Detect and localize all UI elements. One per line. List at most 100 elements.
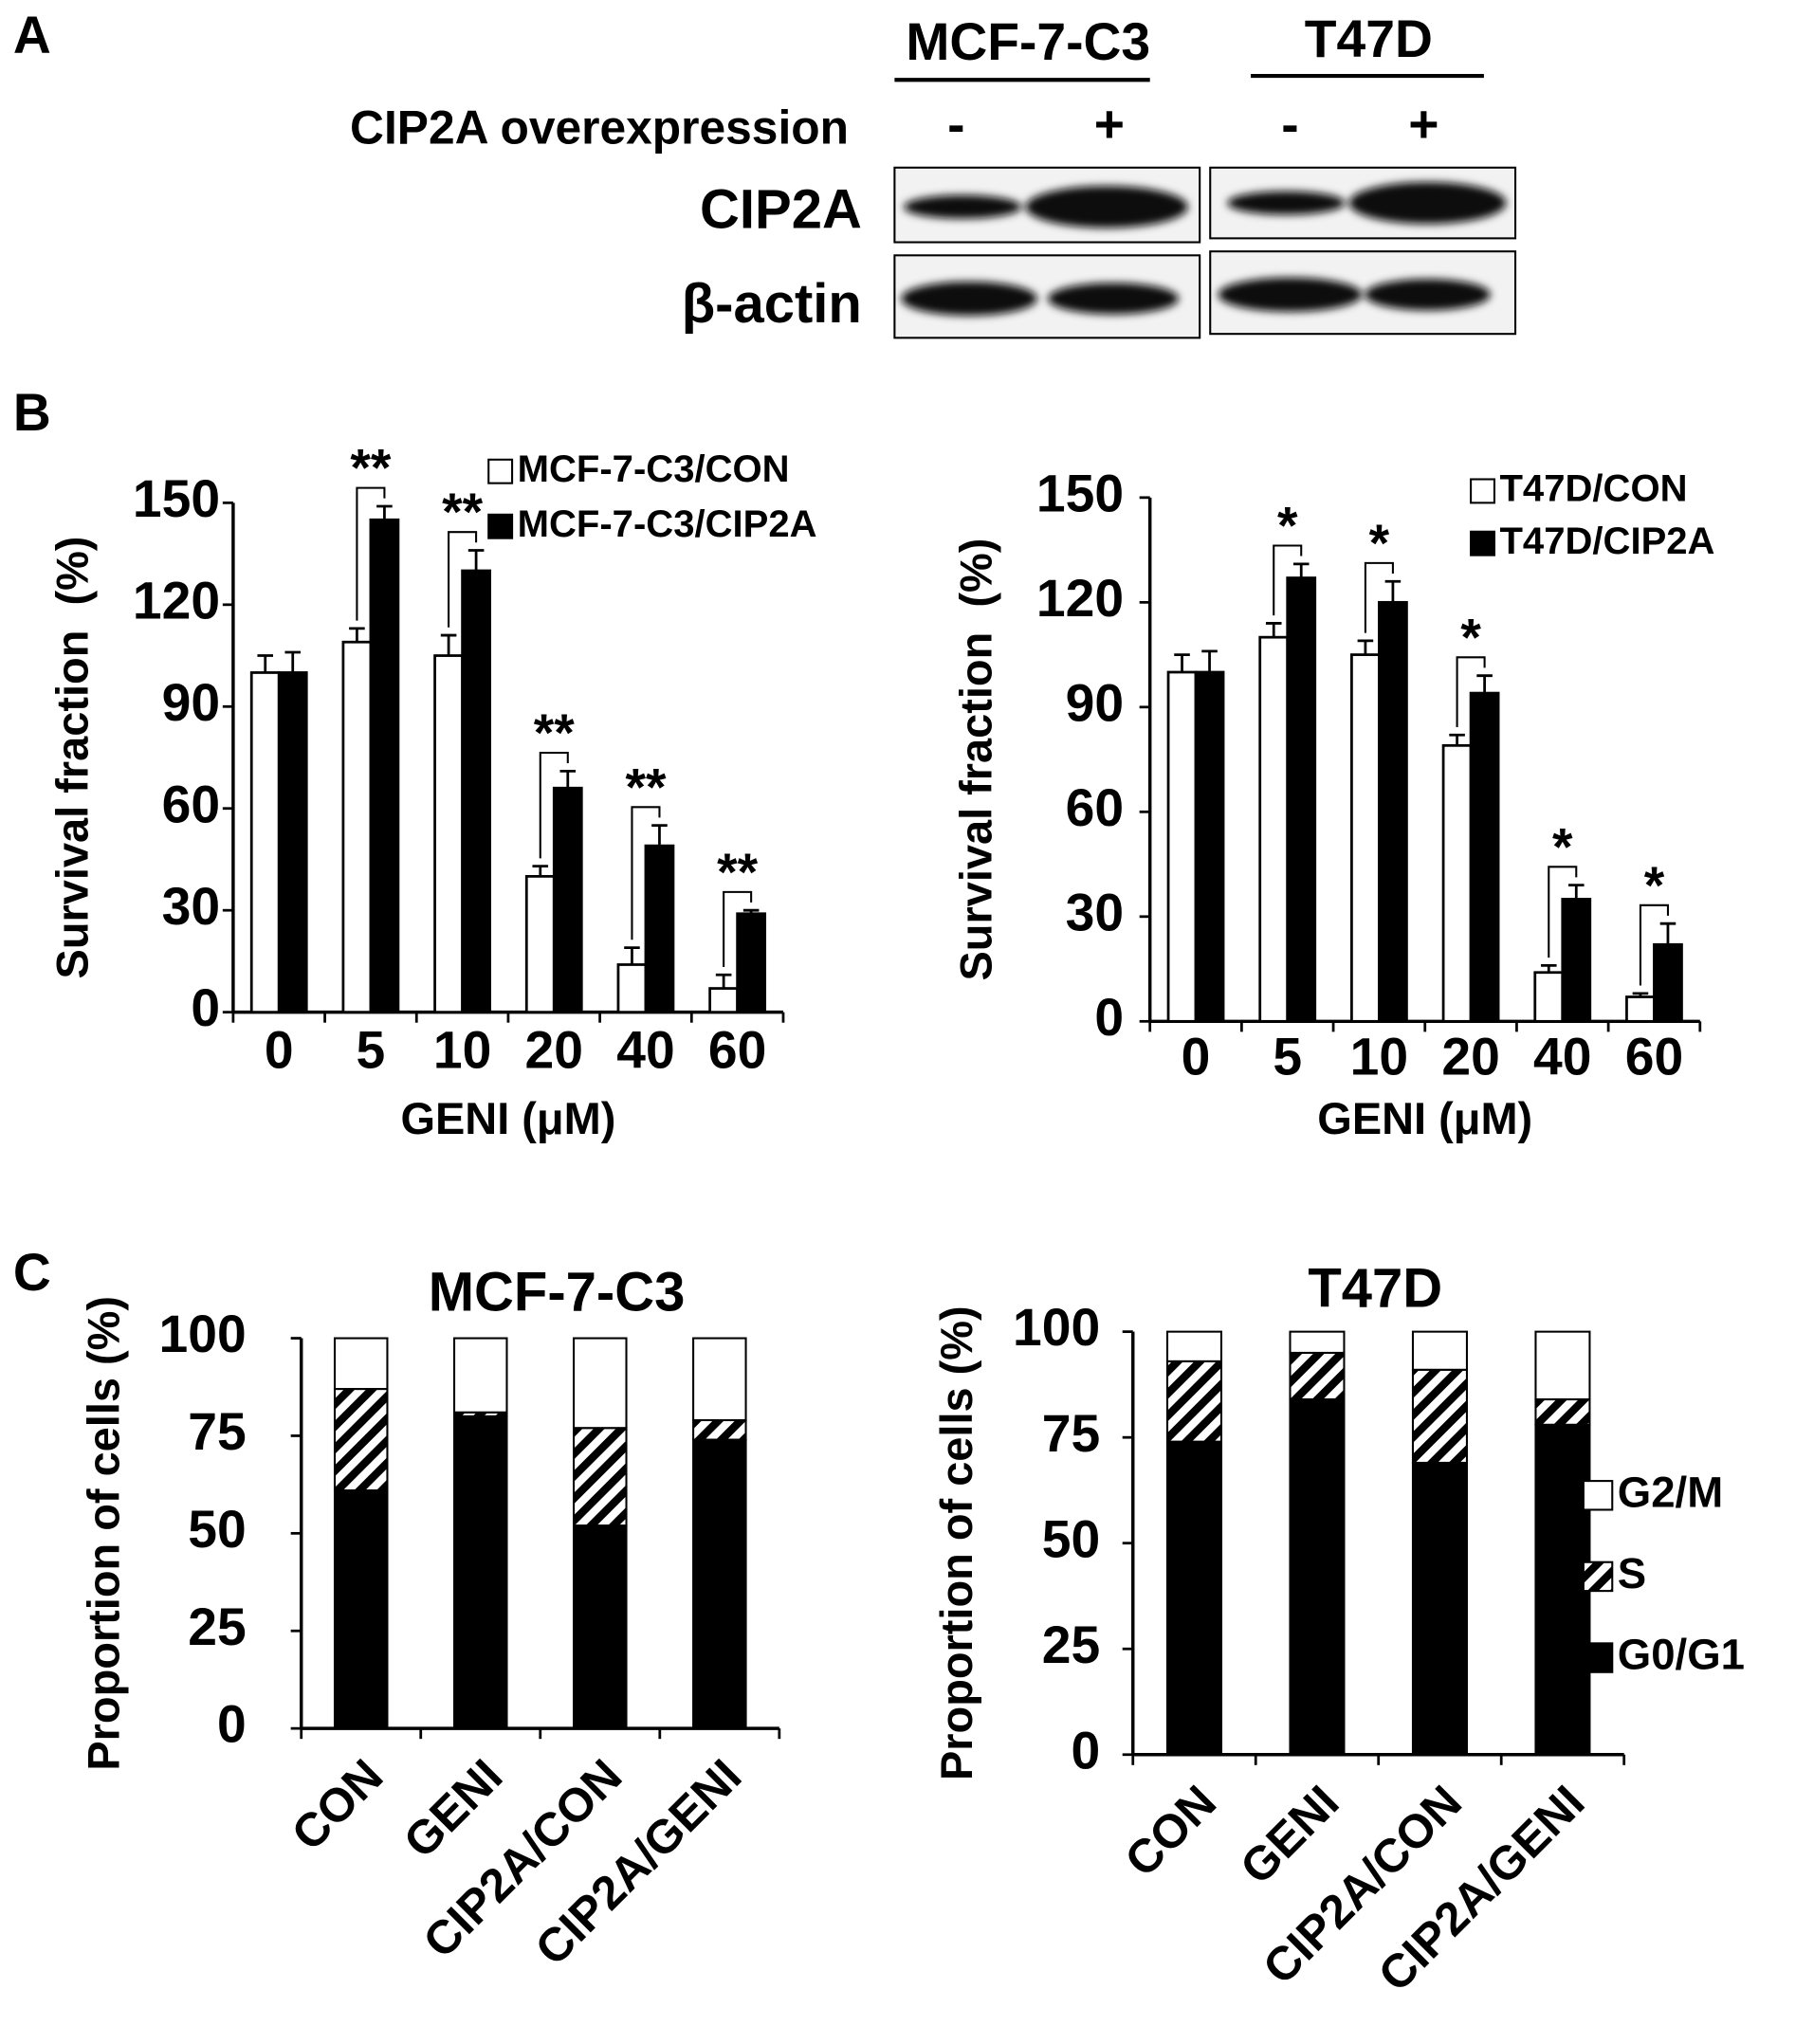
legend-label: G0/G1 — [1618, 1631, 1745, 1679]
bar — [1194, 670, 1225, 1023]
significance-bracket — [1273, 544, 1303, 616]
y-tick-label: 150 — [1036, 464, 1124, 522]
significance-label: ** — [350, 439, 391, 498]
y-tick-label: 90 — [162, 673, 220, 732]
legend-swatch — [487, 513, 514, 539]
panel-label: C — [13, 1243, 51, 1302]
panel-label: A — [13, 6, 51, 64]
bar — [1441, 743, 1473, 1023]
chart-title: T47D — [1308, 1258, 1442, 1320]
significance-label: * — [1369, 514, 1390, 573]
chart-title: MCF-7-C3 — [429, 1262, 686, 1323]
bar-segment — [1165, 1330, 1223, 1362]
significance-label: * — [1277, 497, 1298, 556]
significance-label: * — [1552, 817, 1573, 876]
cell-line-label: MCF-7-C3 — [906, 12, 1150, 71]
row-label: CIP2A overexpression — [350, 100, 849, 154]
protein-label: CIP2A — [700, 178, 862, 240]
x-tick-label: GENI — [1230, 1775, 1349, 1894]
bar — [341, 640, 373, 1014]
bar — [433, 654, 464, 1014]
bar-segment — [1289, 1330, 1346, 1354]
bar — [1533, 971, 1565, 1023]
x-tick-label: 20 — [525, 1020, 583, 1079]
significance-bracket — [356, 486, 386, 621]
significance-label: ** — [442, 483, 483, 541]
bar — [736, 912, 767, 1014]
x-tick-label: 10 — [1350, 1027, 1408, 1086]
significance-bracket — [448, 531, 478, 628]
bar-segment — [1534, 1330, 1591, 1401]
bar — [369, 518, 400, 1014]
x-tick-label: 60 — [708, 1020, 766, 1079]
bar-segment — [333, 1489, 389, 1730]
bar — [616, 963, 648, 1014]
significance-bracket — [631, 806, 661, 940]
lane-label: + — [1408, 95, 1438, 154]
significance-bracket — [1548, 866, 1578, 958]
bar — [461, 569, 491, 1014]
bar — [1350, 653, 1381, 1023]
legend-label: MCF-7-C3/CIP2A — [518, 503, 817, 545]
y-tick-label: 120 — [133, 571, 220, 630]
y-axis-label: Survival fraction (%) — [951, 538, 1001, 981]
x-tick-label: 60 — [1625, 1027, 1683, 1086]
legend-swatch — [1470, 478, 1495, 504]
lane-label: + — [1094, 95, 1125, 154]
bar-segment — [692, 1418, 747, 1441]
panel-label: B — [13, 383, 51, 442]
legend-swatch — [1582, 1560, 1614, 1593]
protein-label: β-actin — [682, 273, 862, 335]
y-axis-label: Survival fraction (%) — [47, 537, 98, 979]
bar-segment — [692, 1337, 747, 1422]
legend-label: S — [1618, 1549, 1646, 1597]
significance-label: ** — [534, 703, 575, 762]
y-tick-label: 100 — [159, 1305, 247, 1363]
y-tick-label: 60 — [1066, 778, 1124, 837]
significance-label: ** — [625, 757, 666, 816]
bar — [277, 671, 308, 1014]
bar-segment — [573, 1524, 628, 1730]
bar-segment — [452, 1414, 508, 1730]
y-tick-label: 0 — [217, 1695, 247, 1754]
legend-label: T47D/CIP2A — [1499, 520, 1714, 562]
y-tick-label: 150 — [133, 469, 220, 528]
significance-bracket — [1639, 903, 1669, 986]
bar-segment — [333, 1337, 389, 1391]
bar — [552, 786, 583, 1014]
x-axis-label: GENI (μM) — [400, 1093, 615, 1143]
y-tick-label: 75 — [188, 1402, 246, 1461]
bar — [524, 874, 556, 1014]
bar-segment — [1289, 1351, 1346, 1401]
bar-segment — [1411, 1368, 1468, 1464]
bar-segment — [1411, 1461, 1468, 1756]
bar — [1561, 898, 1592, 1023]
blot-image — [893, 166, 1517, 339]
bar-segment — [1534, 1397, 1591, 1426]
legend-swatch — [1470, 530, 1495, 557]
bar — [249, 671, 281, 1014]
x-tick-label: 10 — [433, 1020, 491, 1079]
significance-bracket — [1364, 561, 1394, 633]
y-tick-label: 100 — [1013, 1298, 1100, 1357]
bar-segment — [573, 1427, 628, 1527]
bar-segment — [1534, 1423, 1591, 1756]
significance-bracket — [723, 890, 753, 967]
x-tick-label: 40 — [616, 1020, 674, 1079]
y-tick-label: 60 — [162, 775, 220, 833]
y-tick-label: 0 — [1094, 988, 1124, 1047]
y-axis-label: Proportion of cells (%) — [79, 1296, 129, 1771]
legend-label: T47D/CON — [1499, 468, 1687, 510]
bar — [1166, 670, 1198, 1023]
bar — [1653, 942, 1683, 1023]
significance-label: ** — [717, 843, 758, 902]
x-tick-label: 40 — [1533, 1027, 1591, 1086]
y-tick-label: 120 — [1036, 569, 1124, 628]
bar-segment — [573, 1337, 628, 1430]
bar-segment — [333, 1388, 389, 1492]
bar — [1286, 576, 1317, 1023]
bar — [644, 844, 675, 1014]
legend-swatch — [1582, 1642, 1614, 1673]
